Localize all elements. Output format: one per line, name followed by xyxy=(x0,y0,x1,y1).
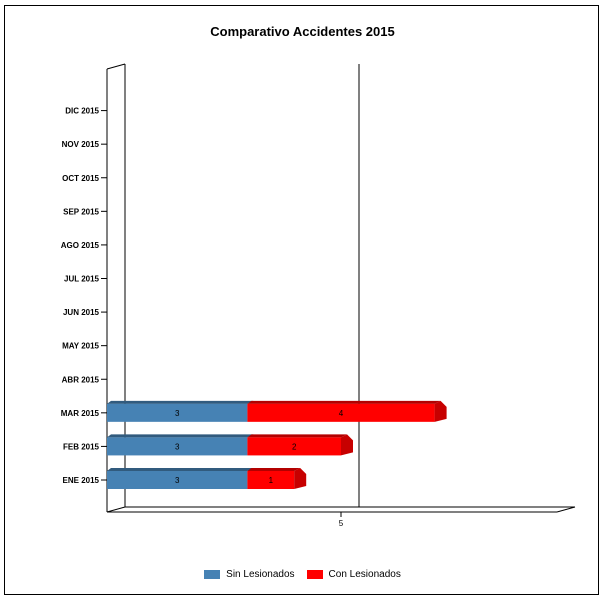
data-label-con-lesionados-ene-2015: 1 xyxy=(269,476,274,485)
y-tick-label-jun-2015: JUN 2015 xyxy=(63,308,100,317)
legend-item-sin-lesionados: Sin Lesionados xyxy=(204,569,295,580)
floor-left-edge xyxy=(106,506,126,513)
bar-con-lesionados-ene-2015 xyxy=(247,471,295,489)
top-left-edge xyxy=(106,63,126,70)
y-tick-label-ago-2015: AGO 2015 xyxy=(61,241,100,250)
y-tick-label-may-2015: MAY 2015 xyxy=(62,342,99,351)
y-tick-label-nov-2015: NOV 2015 xyxy=(62,140,100,149)
x-tick-label-5: 5 xyxy=(339,519,344,528)
floor-right-edge xyxy=(556,506,576,513)
legend: Sin Lesionados Con Lesionados xyxy=(0,569,605,580)
data-label-con-lesionados-mar-2015: 4 xyxy=(339,409,344,418)
y-tick-label-sep-2015: SEP 2015 xyxy=(63,207,99,216)
chart-title: Comparativo Accidentes 2015 xyxy=(210,24,395,39)
legend-item-con-lesionados: Con Lesionados xyxy=(306,569,401,580)
data-label-con-lesionados-feb-2015: 2 xyxy=(292,442,297,451)
data-label-sin-lesionados-mar-2015: 3 xyxy=(175,409,180,418)
bar-sin-lesionados-ene-2015 xyxy=(107,471,248,489)
bar-con-lesionados-mar-2015 xyxy=(247,403,435,422)
data-label-sin-lesionados-feb-2015: 3 xyxy=(175,442,180,451)
bar-con-lesionados-feb-2015 xyxy=(247,437,341,456)
chart-frame xyxy=(4,5,599,595)
legend-swatch-con-lesionados xyxy=(306,570,323,579)
y-tick-label-ene-2015: ENE 2015 xyxy=(63,476,100,485)
bar-top-sin-lesionados-feb-2015 xyxy=(107,434,254,438)
legend-label-con-lesionados: Con Lesionados xyxy=(328,569,401,580)
bar-top-sin-lesionados-ene-2015 xyxy=(107,468,254,471)
legend-swatch-sin-lesionados xyxy=(204,570,221,579)
bar-sin-lesionados-feb-2015 xyxy=(107,437,248,456)
y-tick-label-feb-2015: FEB 2015 xyxy=(63,442,100,451)
bar-sin-lesionados-mar-2015 xyxy=(107,403,248,422)
y-tick-label-abr-2015: ABR 2015 xyxy=(62,375,100,384)
data-label-sin-lesionados-ene-2015: 3 xyxy=(175,476,180,485)
bar-side-con-lesionados-ene-2015 xyxy=(294,468,307,489)
y-tick-label-oct-2015: OCT 2015 xyxy=(62,174,99,183)
legend-label-sin-lesionados: Sin Lesionados xyxy=(226,569,295,580)
bar-side-con-lesionados-feb-2015 xyxy=(341,434,353,456)
bar-top-con-lesionados-feb-2015 xyxy=(247,434,347,438)
bar-top-con-lesionados-ene-2015 xyxy=(247,468,301,471)
bar-top-con-lesionados-mar-2015 xyxy=(247,400,441,404)
y-tick-label-mar-2015: MAR 2015 xyxy=(61,409,100,418)
bar-side-con-lesionados-mar-2015 xyxy=(434,400,447,422)
bar-top-sin-lesionados-mar-2015 xyxy=(107,400,254,404)
y-tick-label-dic-2015: DIC 2015 xyxy=(65,107,99,116)
y-tick-label-jul-2015: JUL 2015 xyxy=(64,275,100,284)
